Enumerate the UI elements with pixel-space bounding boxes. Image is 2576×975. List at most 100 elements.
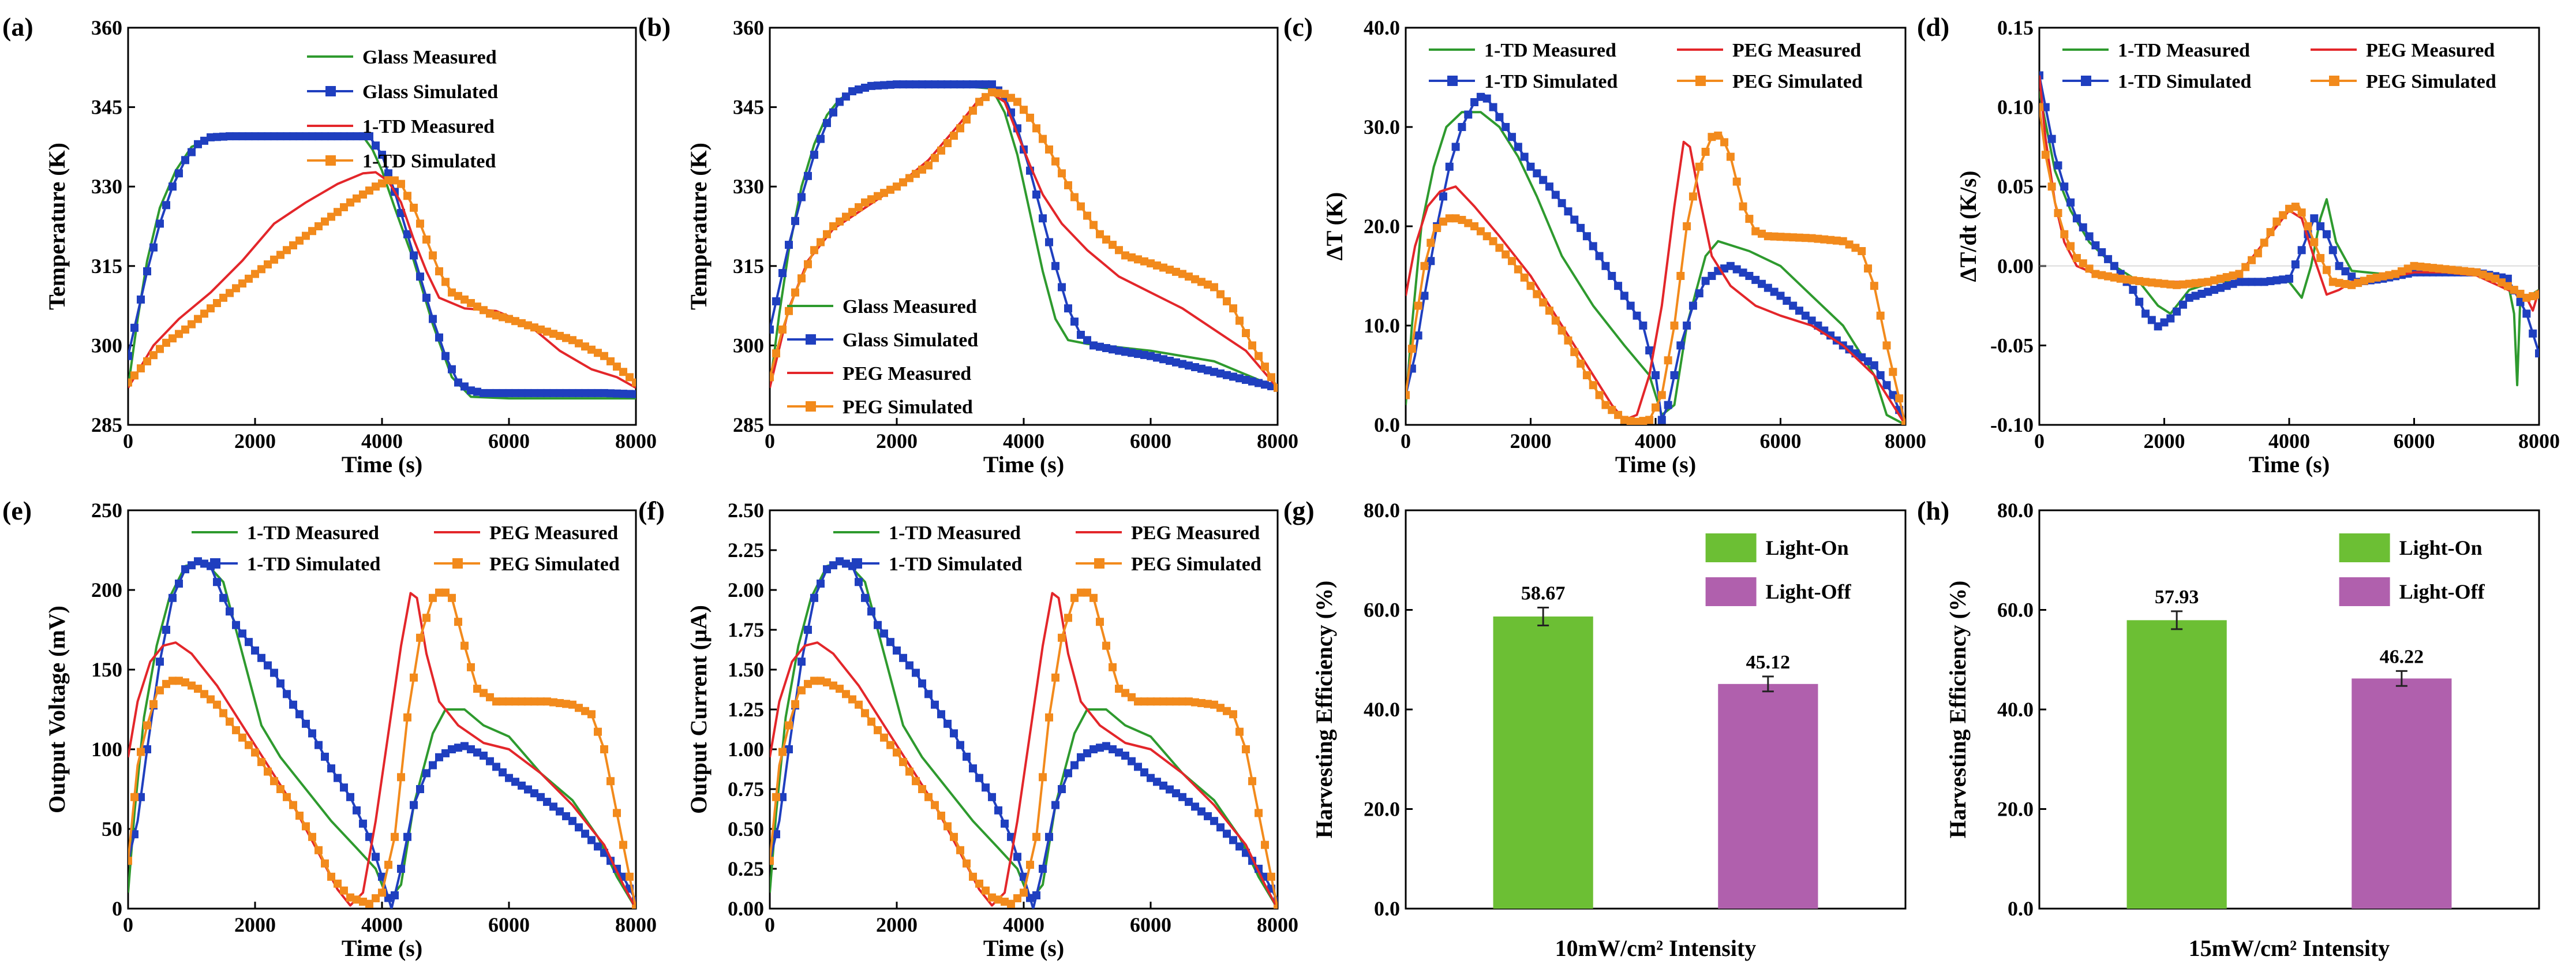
series-point xyxy=(460,295,469,304)
series-point xyxy=(2110,273,2118,282)
bar-light-on xyxy=(1493,616,1593,909)
series-point xyxy=(372,182,380,191)
series-point xyxy=(543,327,551,336)
series-point xyxy=(1439,192,1447,201)
series-point xyxy=(1216,823,1225,832)
series-point xyxy=(943,719,952,728)
series-point xyxy=(188,320,196,328)
legend-swatch xyxy=(2339,533,2390,562)
series-point xyxy=(467,386,475,395)
series-point xyxy=(1229,710,1237,719)
series-point xyxy=(1751,275,1760,284)
series-point xyxy=(492,311,500,320)
series-point xyxy=(2079,223,2087,231)
series-point xyxy=(359,819,367,828)
y-tick-label: 1.25 xyxy=(728,698,764,721)
series-point xyxy=(1115,346,1123,355)
series-point xyxy=(2360,277,2368,285)
series-point xyxy=(130,371,138,380)
series-point xyxy=(1039,214,1047,223)
series-point xyxy=(530,697,538,706)
series-point xyxy=(505,774,513,782)
series-point xyxy=(581,342,589,351)
series-point xyxy=(378,179,386,188)
series-point xyxy=(1147,259,1155,268)
series-point xyxy=(1178,793,1186,801)
series-point xyxy=(2248,256,2256,264)
series-point xyxy=(486,309,494,318)
series-point xyxy=(226,607,234,616)
series-point xyxy=(397,865,405,873)
series-point xyxy=(1216,704,1225,712)
series-point xyxy=(429,761,437,769)
series-point xyxy=(568,700,576,709)
series-point xyxy=(1639,322,1648,330)
series-line-peg-measured xyxy=(128,592,636,909)
series-point xyxy=(842,212,850,221)
series-point xyxy=(2391,270,2400,278)
panel-label: (e) xyxy=(2,496,32,525)
series-point xyxy=(867,607,875,616)
series-point xyxy=(810,677,818,685)
series-point xyxy=(778,793,787,801)
series-point xyxy=(594,842,602,851)
series-point xyxy=(2141,278,2150,286)
series-point xyxy=(1832,236,1841,245)
series-point xyxy=(1121,752,1129,760)
y-tick-label: 0.00 xyxy=(1997,255,2034,278)
y-axis-label: Temperature (K) xyxy=(686,143,712,310)
legend-swatch-marker xyxy=(210,558,220,569)
series-point xyxy=(2403,264,2412,273)
legend-label: 1-TD Simulated xyxy=(362,151,496,172)
series-point xyxy=(2235,278,2244,286)
series-point xyxy=(2204,278,2212,286)
series-point xyxy=(524,388,532,397)
series-point xyxy=(245,741,253,749)
series-point xyxy=(1115,246,1123,255)
y-tick-label: 2.00 xyxy=(728,578,764,602)
series-point xyxy=(416,785,424,793)
y-axis-label: ΔT/dt (K/s) xyxy=(1955,171,1981,282)
series-point xyxy=(213,578,221,587)
series-point xyxy=(886,185,894,194)
series-point xyxy=(1102,641,1110,650)
series-point xyxy=(1502,123,1510,131)
series-point xyxy=(295,710,304,719)
series-point xyxy=(149,351,158,360)
series-point xyxy=(1255,379,1263,387)
series-point xyxy=(2316,254,2325,263)
series-point xyxy=(2423,263,2431,272)
series-point xyxy=(626,390,634,398)
series-point xyxy=(1159,263,1167,272)
series-point xyxy=(1064,769,1072,778)
series-point xyxy=(460,742,469,750)
series-point xyxy=(810,593,818,602)
series-point xyxy=(626,373,634,382)
series-point xyxy=(403,713,411,722)
series-point xyxy=(2416,262,2425,271)
series-point xyxy=(2510,286,2518,294)
panel-c: (c) 0.0 10.0 20.0 30.0 40.0 0 2000 4000 6000 8000 T… xyxy=(1283,12,1926,477)
y-tick-label: 60.0 xyxy=(1364,599,1400,622)
series-point xyxy=(1539,298,1548,307)
series-point xyxy=(918,80,926,89)
series-point xyxy=(454,292,462,300)
series-point xyxy=(1185,361,1193,370)
series-point xyxy=(441,749,450,757)
x-axis-label: 15mW/cm² Intensity xyxy=(2189,935,2390,961)
series-point xyxy=(1058,283,1066,292)
x-axis-label: Time (s) xyxy=(2249,451,2330,477)
series-point xyxy=(2104,255,2113,263)
x-tick-label: 2000 xyxy=(234,429,276,453)
series-point xyxy=(804,260,812,268)
series-point xyxy=(2260,278,2268,286)
series-line-peg-measured xyxy=(1406,140,1905,425)
series-point xyxy=(2266,277,2275,285)
series-point xyxy=(2241,278,2250,286)
series-point xyxy=(473,302,481,311)
series-point xyxy=(372,141,380,150)
series-point xyxy=(1077,331,1085,339)
series-point xyxy=(1801,311,1810,320)
series-point xyxy=(1083,211,1091,220)
series-point xyxy=(1445,214,1454,223)
